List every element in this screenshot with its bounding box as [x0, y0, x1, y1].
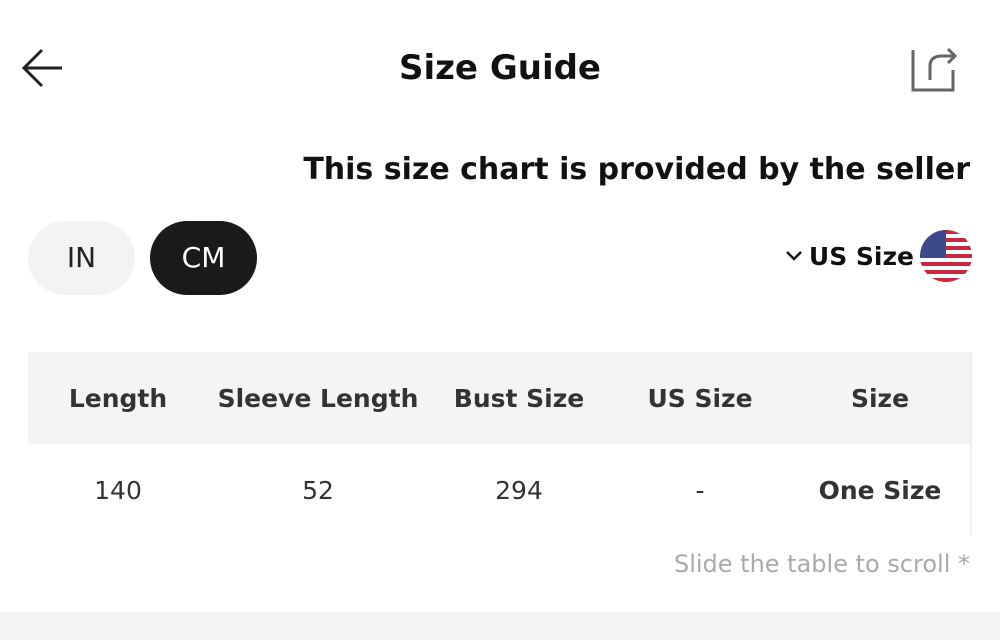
column-header: Size: [850, 383, 910, 413]
column-header: Length: [68, 383, 168, 413]
share-button[interactable]: [906, 42, 960, 94]
unit-toggle-cm[interactable]: CM: [150, 221, 257, 295]
column-header: Bust Size: [453, 383, 585, 413]
seller-notice: This size chart is provided by the selle…: [303, 152, 970, 187]
table-cell: 52: [302, 475, 334, 505]
column-header: Sleeve Length: [217, 383, 419, 413]
table-row: 140 52 294 - One Size: [28, 444, 970, 536]
size-table[interactable]: Length Sleeve Length Bust Size US Size S…: [28, 352, 972, 536]
region-label: US Size: [808, 241, 914, 271]
table-cell: 140: [94, 475, 142, 505]
scroll-hint: Slide the table to scroll *: [673, 550, 970, 578]
page-title: Size Guide: [399, 48, 601, 88]
table-cell: -: [695, 475, 705, 505]
footer-divider: [0, 612, 1000, 640]
arrow-left-icon: [21, 48, 62, 88]
table-cell: One Size: [818, 475, 942, 505]
share-icon: [911, 47, 958, 92]
region-size-selector[interactable]: US Size: [785, 228, 972, 284]
back-button[interactable]: [20, 46, 66, 90]
chevron-down-icon: [786, 251, 802, 261]
column-header: US Size: [647, 383, 753, 413]
table-cell: 294: [495, 475, 543, 505]
us-flag-icon: [920, 230, 972, 282]
unit-toggle-in[interactable]: IN: [28, 221, 135, 295]
table-header-row: Length Sleeve Length Bust Size US Size S…: [28, 352, 970, 444]
